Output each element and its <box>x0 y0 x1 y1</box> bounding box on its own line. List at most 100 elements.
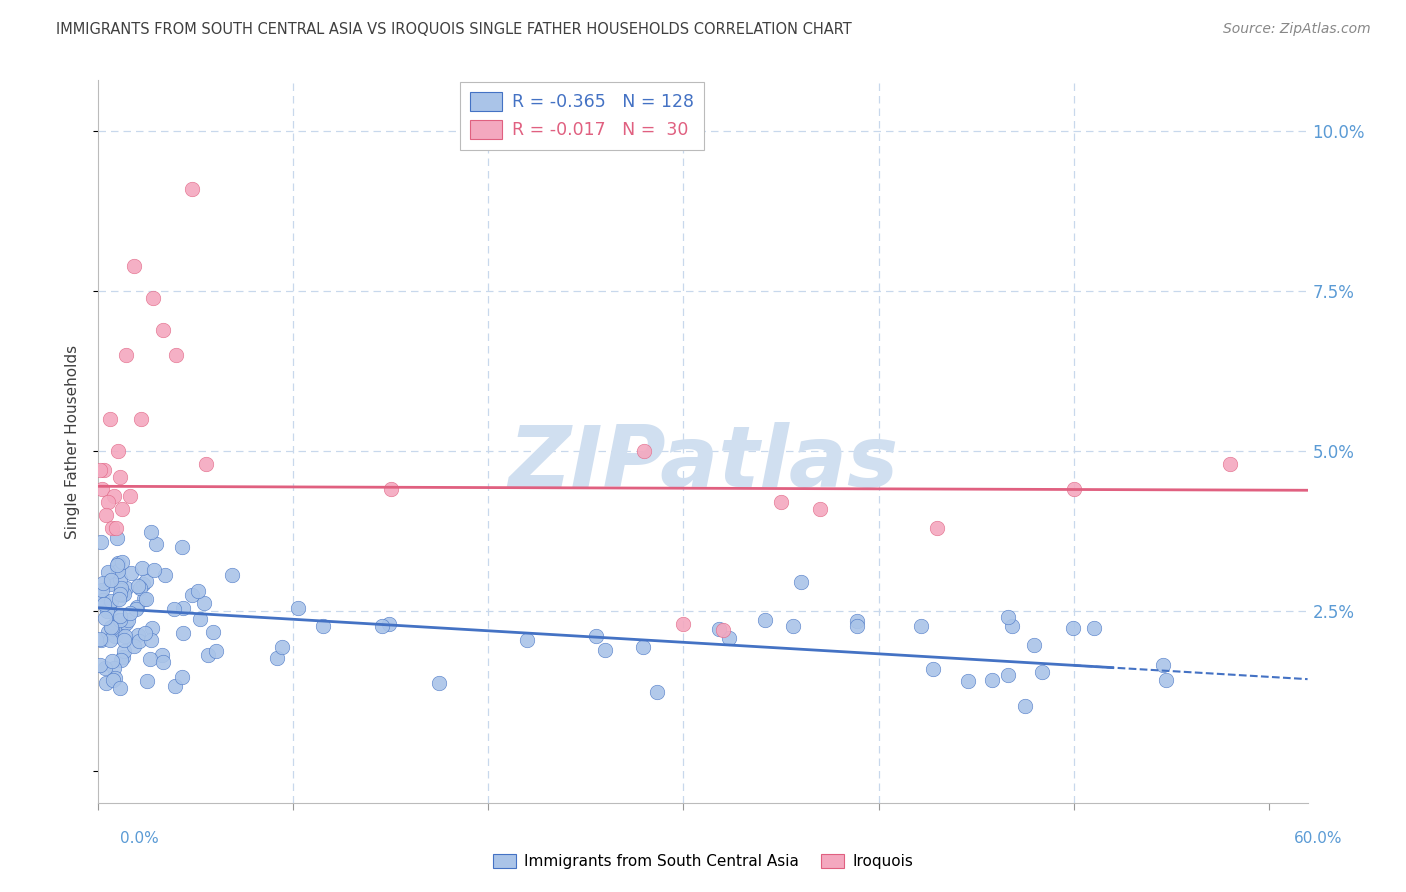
Point <box>997 609 1019 624</box>
Point <box>1154 673 1177 687</box>
Point <box>139 651 162 665</box>
Point <box>122 259 145 273</box>
Point <box>193 596 215 610</box>
Point <box>593 642 616 657</box>
Point <box>150 648 173 662</box>
Point <box>711 623 734 637</box>
Point <box>129 581 152 595</box>
Point <box>98 412 121 426</box>
Text: IMMIGRANTS FROM SOUTH CENTRAL ASIA VS IROQUOIS SINGLE FATHER HOUSEHOLDS CORRELAT: IMMIGRANTS FROM SOUTH CENTRAL ASIA VS IR… <box>56 22 852 37</box>
Point <box>120 566 142 580</box>
Point <box>925 521 948 535</box>
Point <box>170 670 193 684</box>
Point <box>131 560 153 574</box>
Point <box>170 540 193 554</box>
Point <box>118 489 141 503</box>
Point <box>221 568 243 582</box>
Point <box>103 660 125 674</box>
Point <box>172 600 194 615</box>
Point <box>707 622 730 636</box>
Point <box>114 643 136 657</box>
Point <box>181 182 204 196</box>
Point <box>921 661 943 675</box>
Point <box>98 633 121 648</box>
Point <box>93 597 115 611</box>
Point <box>110 653 132 667</box>
Point <box>108 609 131 624</box>
Point <box>91 483 114 497</box>
Point <box>287 601 309 615</box>
Text: ZIPatlas: ZIPatlas <box>508 422 898 505</box>
Point <box>139 632 162 647</box>
Point <box>93 575 115 590</box>
Point <box>165 679 187 693</box>
Point <box>197 648 219 663</box>
Point <box>845 615 868 629</box>
Point <box>769 495 792 509</box>
Point <box>114 348 136 362</box>
Point <box>89 463 111 477</box>
Point <box>100 620 122 634</box>
Point <box>96 508 118 522</box>
Point <box>107 444 129 458</box>
Point <box>112 633 135 648</box>
Point <box>141 524 163 539</box>
Point <box>90 594 112 608</box>
Point <box>1031 665 1053 679</box>
Point <box>188 612 211 626</box>
Point <box>111 618 134 632</box>
Point <box>89 632 111 647</box>
Point <box>134 626 156 640</box>
Point <box>111 501 134 516</box>
Point <box>105 560 128 574</box>
Point <box>165 348 187 362</box>
Point <box>1014 699 1036 714</box>
Point <box>111 649 134 664</box>
Point <box>114 629 136 643</box>
Point <box>1024 638 1046 652</box>
Point <box>110 587 132 601</box>
Point <box>152 656 174 670</box>
Point <box>103 673 125 687</box>
Point <box>94 611 117 625</box>
Point <box>111 555 134 569</box>
Text: Source: ZipAtlas.com: Source: ZipAtlas.com <box>1223 22 1371 37</box>
Point <box>90 582 112 597</box>
Point <box>105 531 128 545</box>
Legend: Immigrants from South Central Asia, Iroquois: Immigrants from South Central Asia, Iroq… <box>486 848 920 875</box>
Point <box>114 581 136 595</box>
Point <box>141 622 163 636</box>
Point <box>205 644 228 658</box>
Point <box>90 535 112 549</box>
Point <box>1219 457 1241 471</box>
Point <box>997 668 1019 682</box>
Point <box>846 619 869 633</box>
Point <box>143 563 166 577</box>
Point <box>910 619 932 633</box>
Point <box>645 685 668 699</box>
Point <box>194 457 217 471</box>
Point <box>108 572 131 586</box>
Point <box>107 613 129 627</box>
Point <box>152 323 174 337</box>
Point <box>127 579 149 593</box>
Point <box>153 567 176 582</box>
Point <box>98 577 121 591</box>
Point <box>187 583 209 598</box>
Point <box>105 558 128 573</box>
Point <box>1083 621 1105 635</box>
Point <box>202 624 225 639</box>
Point <box>101 654 124 668</box>
Point <box>132 576 155 591</box>
Point <box>117 613 139 627</box>
Legend: R = -0.365   N = 128, R = -0.017   N =  30: R = -0.365 N = 128, R = -0.017 N = 30 <box>460 82 704 150</box>
Point <box>128 634 150 648</box>
Point <box>122 639 145 653</box>
Point <box>633 444 655 458</box>
Point <box>754 613 776 627</box>
Point <box>89 587 111 601</box>
Point <box>96 604 118 618</box>
Point <box>100 621 122 635</box>
Point <box>118 606 141 620</box>
Point <box>94 661 117 675</box>
